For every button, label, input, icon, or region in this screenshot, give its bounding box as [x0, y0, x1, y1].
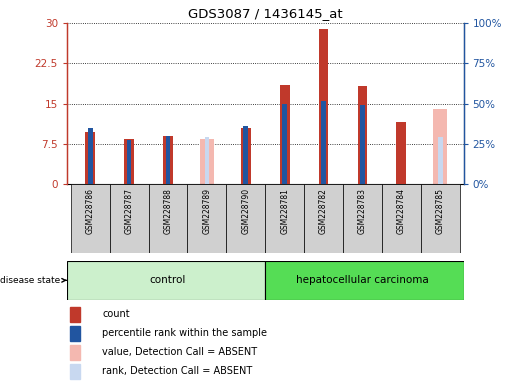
Bar [282, 104, 287, 184]
Text: GSM228786: GSM228786 [86, 188, 95, 234]
Text: GSM228788: GSM228788 [164, 188, 173, 233]
Text: GSM228783: GSM228783 [358, 188, 367, 234]
Text: control: control [150, 275, 186, 285]
Bar [241, 128, 251, 184]
Bar [357, 86, 367, 184]
Bar [71, 326, 79, 341]
Bar [438, 137, 442, 184]
Bar [124, 139, 134, 184]
Bar [85, 132, 95, 184]
Bar [71, 184, 110, 253]
Bar [343, 184, 382, 253]
Bar [204, 137, 209, 184]
Bar [319, 30, 329, 184]
Text: GSM228787: GSM228787 [125, 188, 134, 234]
Bar [71, 364, 79, 379]
Bar [127, 140, 131, 184]
Text: GSM228790: GSM228790 [242, 188, 250, 234]
Bar [304, 184, 343, 253]
Title: GDS3087 / 1436145_at: GDS3087 / 1436145_at [188, 7, 342, 20]
Text: percentile rank within the sample: percentile rank within the sample [102, 328, 267, 338]
Text: hepatocellular carcinoma: hepatocellular carcinoma [296, 275, 429, 285]
Text: count: count [102, 310, 130, 319]
Bar [88, 128, 93, 184]
Text: GSM228781: GSM228781 [280, 188, 289, 233]
Text: GSM228782: GSM228782 [319, 188, 328, 233]
Text: GSM228784: GSM228784 [397, 188, 406, 234]
Bar [244, 126, 248, 184]
Bar [163, 136, 173, 184]
Text: value, Detection Call = ABSENT: value, Detection Call = ABSENT [102, 348, 258, 358]
Bar [280, 85, 289, 184]
Bar [397, 122, 406, 184]
Bar [149, 184, 187, 253]
Bar [227, 184, 265, 253]
Bar [110, 184, 149, 253]
Text: GSM228789: GSM228789 [202, 188, 212, 234]
Bar [265, 261, 464, 300]
Bar [321, 101, 326, 184]
Bar [166, 136, 170, 184]
Text: GSM228785: GSM228785 [436, 188, 444, 234]
Bar [433, 109, 447, 184]
Bar [187, 184, 227, 253]
Bar [71, 345, 79, 360]
Bar [382, 184, 421, 253]
Text: rank, Detection Call = ABSENT: rank, Detection Call = ABSENT [102, 366, 253, 376]
Bar [200, 139, 214, 184]
Bar [265, 184, 304, 253]
Bar [421, 184, 459, 253]
Bar [71, 307, 79, 322]
Bar [360, 105, 365, 184]
Bar [67, 261, 265, 300]
Text: disease state: disease state [0, 276, 66, 285]
